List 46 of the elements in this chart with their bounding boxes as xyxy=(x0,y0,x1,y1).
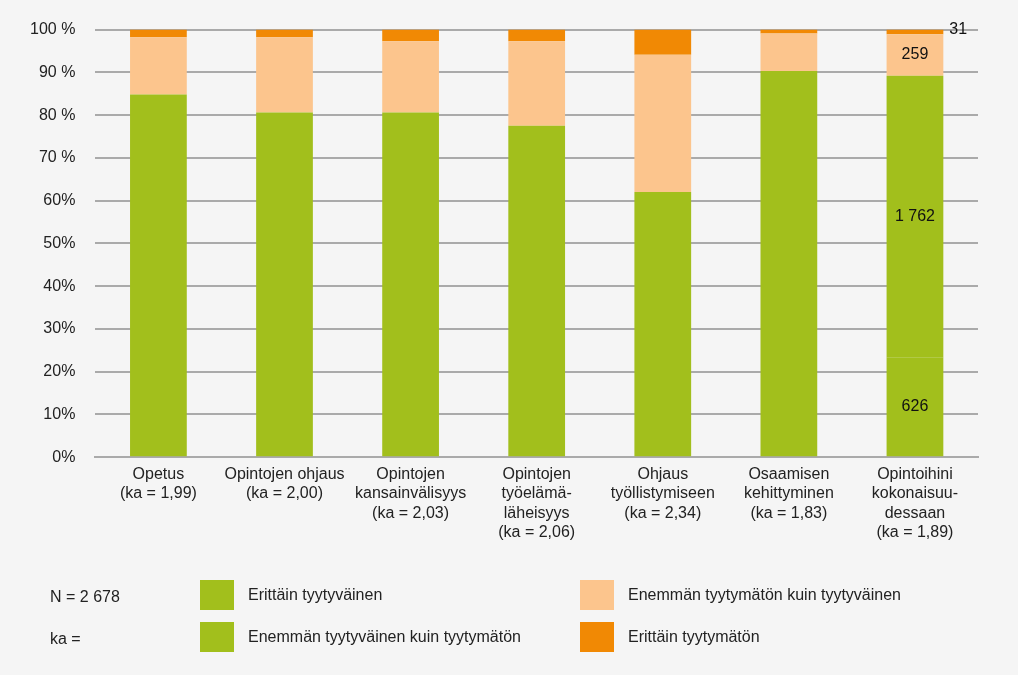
bar xyxy=(760,71,818,457)
bar xyxy=(256,112,313,457)
y-tick-label: 90 % xyxy=(38,62,76,80)
bar xyxy=(508,125,566,457)
bar xyxy=(508,41,566,126)
bar xyxy=(256,29,313,38)
bar xyxy=(886,34,944,76)
annotation: 626 xyxy=(901,397,929,415)
x-tick-label: Ohjaus työllistymiseen (ka = 2,34) xyxy=(610,465,715,521)
bar xyxy=(634,192,692,457)
annotation: 31 xyxy=(949,20,968,38)
text: N = 2 678 xyxy=(50,588,120,606)
bar xyxy=(760,33,818,72)
y-tick-label: 60% xyxy=(43,191,76,209)
x-tick-label: Opintojen työelämä- läheisyys (ka = 2,06) xyxy=(498,465,576,540)
y-tick-label: 20% xyxy=(43,362,76,380)
y-tick-label: 70 % xyxy=(38,148,76,166)
bar xyxy=(130,37,187,95)
legend-label: Erittäin tyytymätön xyxy=(628,628,760,646)
text: ka = xyxy=(50,630,81,648)
x-tick-label: Opetus (ka = 1,99) xyxy=(119,465,197,502)
x-tick-label: Opintoihini kokonaisuu- dessaan (ka = 1,89) xyxy=(871,465,959,540)
bar xyxy=(130,94,187,457)
y-tick-label: 0% xyxy=(52,447,76,465)
y-tick-label: 40% xyxy=(43,276,76,294)
x-tick-label: Osaamisen kehittyminen (ka = 1,83) xyxy=(743,465,834,521)
x-tick-label: Opintojen kansainvälisyys (ka = 2,03) xyxy=(355,465,467,521)
y-tick-label: 50% xyxy=(43,233,76,251)
y-tick-label: 10% xyxy=(43,404,76,422)
bar xyxy=(634,29,692,55)
y-tick-label: 80 % xyxy=(38,105,76,123)
bar xyxy=(256,37,313,113)
bar xyxy=(508,29,566,42)
annotation: 259 xyxy=(901,45,929,63)
bar xyxy=(382,29,439,42)
bar xyxy=(634,54,692,193)
legend-label: Enemmän tyytymätön kuin tyytyväinen xyxy=(628,586,902,604)
legend-label: Enemmän tyytyväinen kuin tyytymätön xyxy=(248,628,522,646)
annotation: 1 762 xyxy=(894,206,936,224)
bar xyxy=(130,29,187,38)
y-tick-label: 30% xyxy=(43,319,76,337)
x-tick-label: Opintojen ohjaus (ka = 2,00) xyxy=(224,465,345,502)
y-tick-label: 100 % xyxy=(29,20,76,38)
bar xyxy=(382,112,439,457)
legend-label: Erittäin tyytyväinen xyxy=(248,586,383,604)
bar xyxy=(382,41,439,113)
